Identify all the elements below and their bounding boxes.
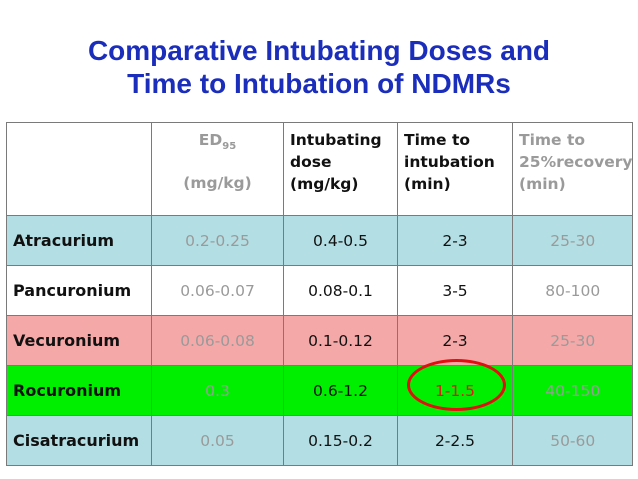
header-row: ED95 (mg/kg) Intubating dose (mg/kg) Tim… [6,122,634,216]
dose-cell: 0.15-0.2 [283,415,398,466]
ed95-cell: 0.3 [151,365,284,416]
header-recovery-line-2: 25%recovery [519,153,633,171]
recovery-cell: 80-100 [511,265,634,316]
ed95-label: ED [198,131,223,149]
header-dose-line-2: dose [290,153,332,171]
header-recovery-line-3: (min) [519,175,566,193]
drug-name-cell: Cisatracurium [6,415,152,466]
drug-name-cell: Rocuronium [6,365,152,416]
header-time-to-intubation: Time to intubation (min) [397,122,513,216]
header-dose-line-3: (mg/kg) [290,175,359,193]
drug-name-cell: Vecuronium [6,315,152,366]
time-cell-highlighted: 1-1.5 [397,365,513,416]
header-time-line-3: (min) [404,175,451,193]
header-ed95: ED95 (mg/kg) [151,122,284,216]
drug-name-cell: Pancuronium [6,265,152,316]
dose-cell: 0.4-0.5 [283,215,398,266]
header-blank-cell [6,122,152,216]
table-row: Rocuronium 0.3 0.6-1.2 1-1.5 40-150 [6,365,634,416]
highlighted-time-value: 1-1.5 [434,381,476,400]
header-time-to-recovery: Time to 25%recovery (min) [511,122,634,216]
header-time-line-1: Time to [404,131,471,149]
title-line-2: Time to Intubation of NDMRs [127,68,511,99]
time-cell: 2-3 [397,215,513,266]
recovery-cell: 25-30 [511,215,634,266]
table-row: Vecuronium 0.06-0.08 0.1-0.12 2-3 25-30 [6,315,634,366]
table-row: Pancuronium 0.06-0.07 0.08-0.1 3-5 80-10… [6,265,634,316]
ed95-unit: (mg/kg) [183,174,252,193]
table-row: Cisatracurium 0.05 0.15-0.2 2-2.5 50-60 [6,415,634,466]
table-row: Atracurium 0.2-0.25 0.4-0.5 2-3 25-30 [6,215,634,266]
ndmr-comparison-table: ED95 (mg/kg) Intubating dose (mg/kg) Tim… [6,122,634,466]
dose-cell: 0.1-0.12 [283,315,398,366]
recovery-cell: 50-60 [511,415,634,466]
ed95-subscript: 95 [222,141,237,153]
time-cell: 3-5 [397,265,513,316]
title-line-1: Comparative Intubating Doses and [87,35,551,66]
drug-name-cell: Atracurium [6,215,152,266]
recovery-cell: 25-30 [511,315,634,366]
header-intubating-dose: Intubating dose (mg/kg) [283,122,398,216]
header-dose-line-1: Intubating [290,131,382,149]
dose-cell: 0.6-1.2 [283,365,398,416]
time-cell: 2-3 [397,315,513,366]
recovery-cell: 40-150 [511,365,634,416]
time-cell: 2-2.5 [397,415,513,466]
slide-title: Comparative Intubating Doses and Time to… [0,34,638,100]
ed95-cell: 0.06-0.08 [151,315,284,366]
header-time-line-2: intubation [404,153,495,171]
header-recovery-line-1: Time to [519,131,586,149]
ed95-cell: 0.2-0.25 [151,215,284,266]
ed95-cell: 0.05 [151,415,284,466]
ed95-cell: 0.06-0.07 [151,265,284,316]
dose-cell: 0.08-0.1 [283,265,398,316]
